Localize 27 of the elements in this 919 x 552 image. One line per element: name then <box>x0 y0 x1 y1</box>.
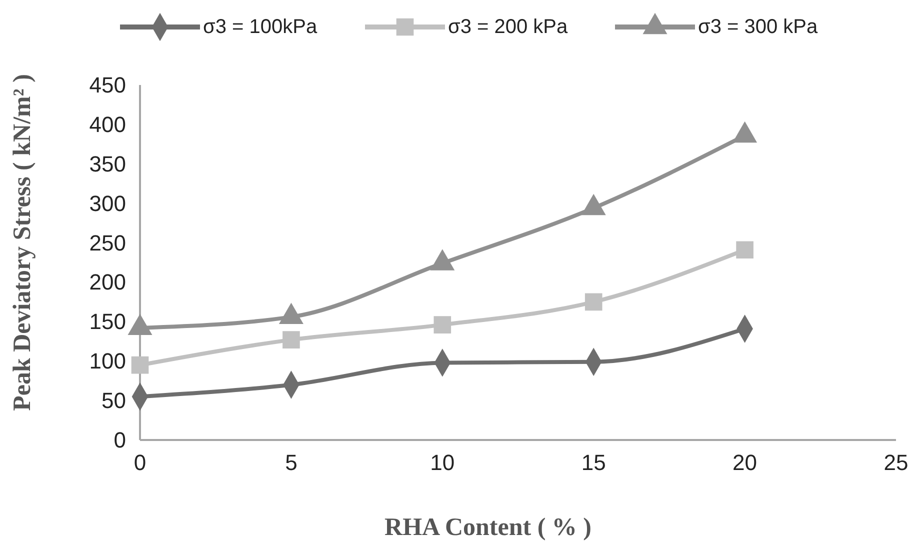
point <box>581 194 606 216</box>
point <box>282 331 300 348</box>
x-tick-label: 20 <box>732 450 758 475</box>
y-tick-label: 150 <box>89 309 126 334</box>
legend-label: σ3 = 200 kPa <box>448 16 569 38</box>
y-axis-title: Peak Deviatory Stress ( kN/m² ) <box>9 74 36 411</box>
x-tick-label: 15 <box>581 450 606 475</box>
legend-label: σ3 = 100kPa <box>203 16 318 38</box>
x-tick-label: 10 <box>430 450 455 475</box>
point <box>732 121 758 143</box>
y-tick-label: 400 <box>89 112 126 137</box>
x-tick-label: 25 <box>884 450 908 475</box>
point <box>434 316 452 334</box>
y-tick-label: 200 <box>89 270 126 295</box>
x-tick-label: 5 <box>285 450 298 475</box>
x-axis-title: RHA Content ( % ) <box>384 514 592 541</box>
y-tick-label: 450 <box>89 72 126 98</box>
y-tick-label: 100 <box>89 348 126 374</box>
y-tick-label: 250 <box>89 230 126 256</box>
x-tick-label: 0 <box>134 450 146 475</box>
legend-label: σ3 = 300 kPa <box>698 16 819 38</box>
y-tick-label: 50 <box>102 388 126 414</box>
y-tick-label: 350 <box>89 151 126 176</box>
point <box>584 293 602 311</box>
point <box>131 356 149 374</box>
y-tick-label: 300 <box>89 190 126 216</box>
y-tick-label: 0 <box>114 428 126 452</box>
